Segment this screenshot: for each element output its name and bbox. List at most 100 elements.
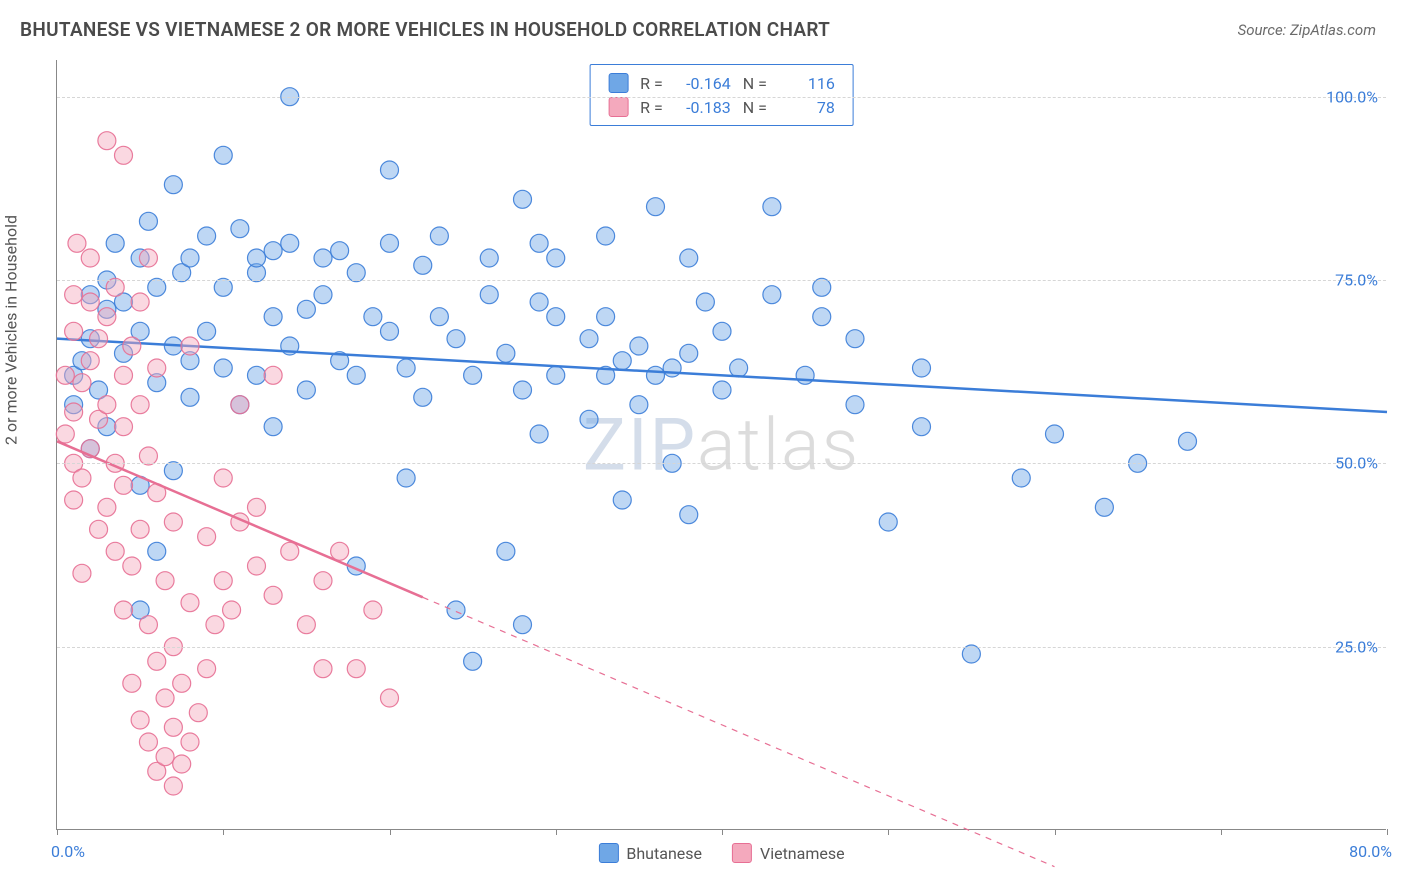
series-legend: Bhutanese Vietnamese bbox=[598, 843, 844, 863]
data-point bbox=[164, 718, 182, 736]
data-point bbox=[530, 234, 548, 252]
data-point bbox=[713, 381, 731, 399]
data-point bbox=[696, 293, 714, 311]
data-point bbox=[164, 513, 182, 531]
data-point bbox=[98, 498, 116, 516]
trend-line-dashed bbox=[423, 597, 1055, 866]
data-point bbox=[131, 711, 149, 729]
data-point bbox=[580, 330, 598, 348]
swatch-vietnamese bbox=[608, 97, 628, 117]
data-point bbox=[647, 366, 665, 384]
data-point bbox=[530, 425, 548, 443]
data-point bbox=[156, 572, 174, 590]
data-point bbox=[264, 308, 282, 326]
legend-item-vietnamese: Vietnamese bbox=[732, 843, 845, 863]
data-point bbox=[397, 359, 415, 377]
data-point bbox=[530, 293, 548, 311]
data-point bbox=[115, 601, 133, 619]
y-tick-label: 100.0% bbox=[1326, 87, 1378, 106]
data-point bbox=[381, 322, 399, 340]
data-point bbox=[56, 425, 74, 443]
x-tick-mark bbox=[390, 829, 391, 835]
data-point bbox=[281, 542, 299, 560]
data-point bbox=[314, 660, 332, 678]
data-point bbox=[331, 242, 349, 260]
data-point bbox=[497, 542, 515, 560]
data-point bbox=[430, 308, 448, 326]
y-axis-label: 2 or more Vehicles in Household bbox=[2, 214, 21, 444]
data-point bbox=[314, 572, 332, 590]
r-value-bhutanese: -0.164 bbox=[675, 74, 731, 93]
data-point bbox=[680, 344, 698, 362]
legend-label-vietnamese: Vietnamese bbox=[760, 844, 845, 863]
n-value-bhutanese: 116 bbox=[779, 74, 835, 93]
data-point bbox=[347, 264, 365, 282]
data-point bbox=[214, 469, 232, 487]
data-point bbox=[198, 528, 216, 546]
data-point bbox=[297, 616, 315, 634]
data-point bbox=[297, 300, 315, 318]
data-point bbox=[189, 704, 207, 722]
data-point bbox=[347, 660, 365, 678]
data-point bbox=[214, 146, 232, 164]
data-point bbox=[497, 344, 515, 362]
data-point bbox=[115, 476, 133, 494]
x-tick-mark bbox=[722, 829, 723, 835]
x-tick-mark bbox=[223, 829, 224, 835]
data-point bbox=[73, 469, 91, 487]
data-point bbox=[98, 132, 116, 150]
data-point bbox=[90, 520, 108, 538]
data-point bbox=[198, 227, 216, 245]
data-point bbox=[846, 330, 864, 348]
data-point bbox=[480, 286, 498, 304]
data-point bbox=[115, 418, 133, 436]
data-point bbox=[98, 396, 116, 414]
data-point bbox=[364, 601, 382, 619]
data-point bbox=[248, 249, 266, 267]
data-point bbox=[73, 564, 91, 582]
data-point bbox=[613, 491, 631, 509]
gridline-y bbox=[57, 463, 1386, 464]
data-point bbox=[813, 278, 831, 296]
chart-title: BHUTANESE VS VIETNAMESE 2 OR MORE VEHICL… bbox=[20, 18, 830, 41]
data-point bbox=[580, 410, 598, 428]
data-point bbox=[264, 418, 282, 436]
correlation-legend: R =-0.164 N =116 R =-0.183 N =78 bbox=[589, 64, 854, 126]
data-point bbox=[206, 616, 224, 634]
data-point bbox=[248, 557, 266, 575]
data-point bbox=[597, 227, 615, 245]
data-point bbox=[514, 381, 532, 399]
data-point bbox=[430, 227, 448, 245]
swatch-vietnamese-2 bbox=[732, 843, 752, 863]
data-point bbox=[106, 542, 124, 560]
data-point bbox=[414, 256, 432, 274]
y-tick-label: 25.0% bbox=[1335, 637, 1378, 656]
data-point bbox=[139, 212, 157, 230]
data-point bbox=[65, 286, 83, 304]
data-point bbox=[663, 359, 681, 377]
data-point bbox=[514, 616, 532, 634]
data-point bbox=[879, 513, 897, 531]
legend-row-vietnamese: R =-0.183 N =78 bbox=[608, 95, 835, 119]
data-point bbox=[98, 308, 116, 326]
data-point bbox=[913, 418, 931, 436]
plot-svg bbox=[57, 60, 1386, 829]
data-point bbox=[480, 249, 498, 267]
data-point bbox=[314, 249, 332, 267]
data-point bbox=[164, 462, 182, 480]
data-point bbox=[156, 689, 174, 707]
x-tick-mark bbox=[1055, 829, 1056, 835]
data-point bbox=[231, 220, 249, 238]
data-point bbox=[613, 352, 631, 370]
data-point bbox=[381, 234, 399, 252]
data-point bbox=[214, 572, 232, 590]
x-axis-min-label: 0.0% bbox=[51, 842, 85, 861]
data-point bbox=[139, 733, 157, 751]
data-point bbox=[763, 198, 781, 216]
data-point bbox=[123, 557, 141, 575]
data-point bbox=[1012, 469, 1030, 487]
x-tick-mark bbox=[1221, 829, 1222, 835]
legend-label-bhutanese: Bhutanese bbox=[626, 844, 702, 863]
data-point bbox=[514, 190, 532, 208]
data-point bbox=[156, 748, 174, 766]
